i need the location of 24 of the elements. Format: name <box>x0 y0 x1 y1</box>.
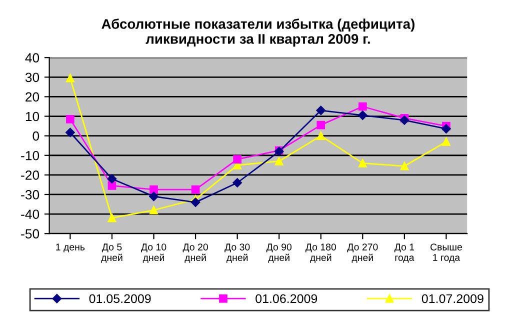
x-tick-label: 1 день <box>56 244 85 252</box>
y-tick-label: -40 <box>21 210 40 219</box>
chart-title: Абсолютные показатели избытка (дефицита) ликвидности за II квартал 2009 г. <box>102 18 414 47</box>
x-tick-label: До 270 дней <box>347 244 378 263</box>
x-tick-label: До 180 дней <box>305 244 336 263</box>
x-tick-label: До 90 дней <box>266 244 292 263</box>
y-tick-label: 0 <box>32 131 40 141</box>
y-tick-label: 10 <box>26 112 40 122</box>
x-tick-label: До 5 дней <box>101 244 122 263</box>
y-tick-label: 40 <box>25 53 40 63</box>
x-tick-label: Свыше 1 года <box>430 244 462 263</box>
y-tick-label: -30 <box>21 190 40 200</box>
legend-label: 01.06.2009 <box>256 294 318 304</box>
legend-label: 01.05.2009 <box>89 294 151 304</box>
y-tick-label: -20 <box>21 170 40 180</box>
x-tick-label: До 10 дней <box>141 244 166 263</box>
legend-label: 01.07.2009 <box>422 294 484 304</box>
x-tick-label: До 1 года <box>394 244 414 263</box>
x-tick-label: До 30 дней <box>224 244 250 263</box>
y-tick-label: 30 <box>25 72 40 82</box>
y-tick-label: -50 <box>21 229 40 239</box>
y-tick-label: 20 <box>26 92 40 102</box>
y-tick-label: -10 <box>21 150 40 160</box>
x-tick-label: До 20 дней <box>182 244 208 263</box>
